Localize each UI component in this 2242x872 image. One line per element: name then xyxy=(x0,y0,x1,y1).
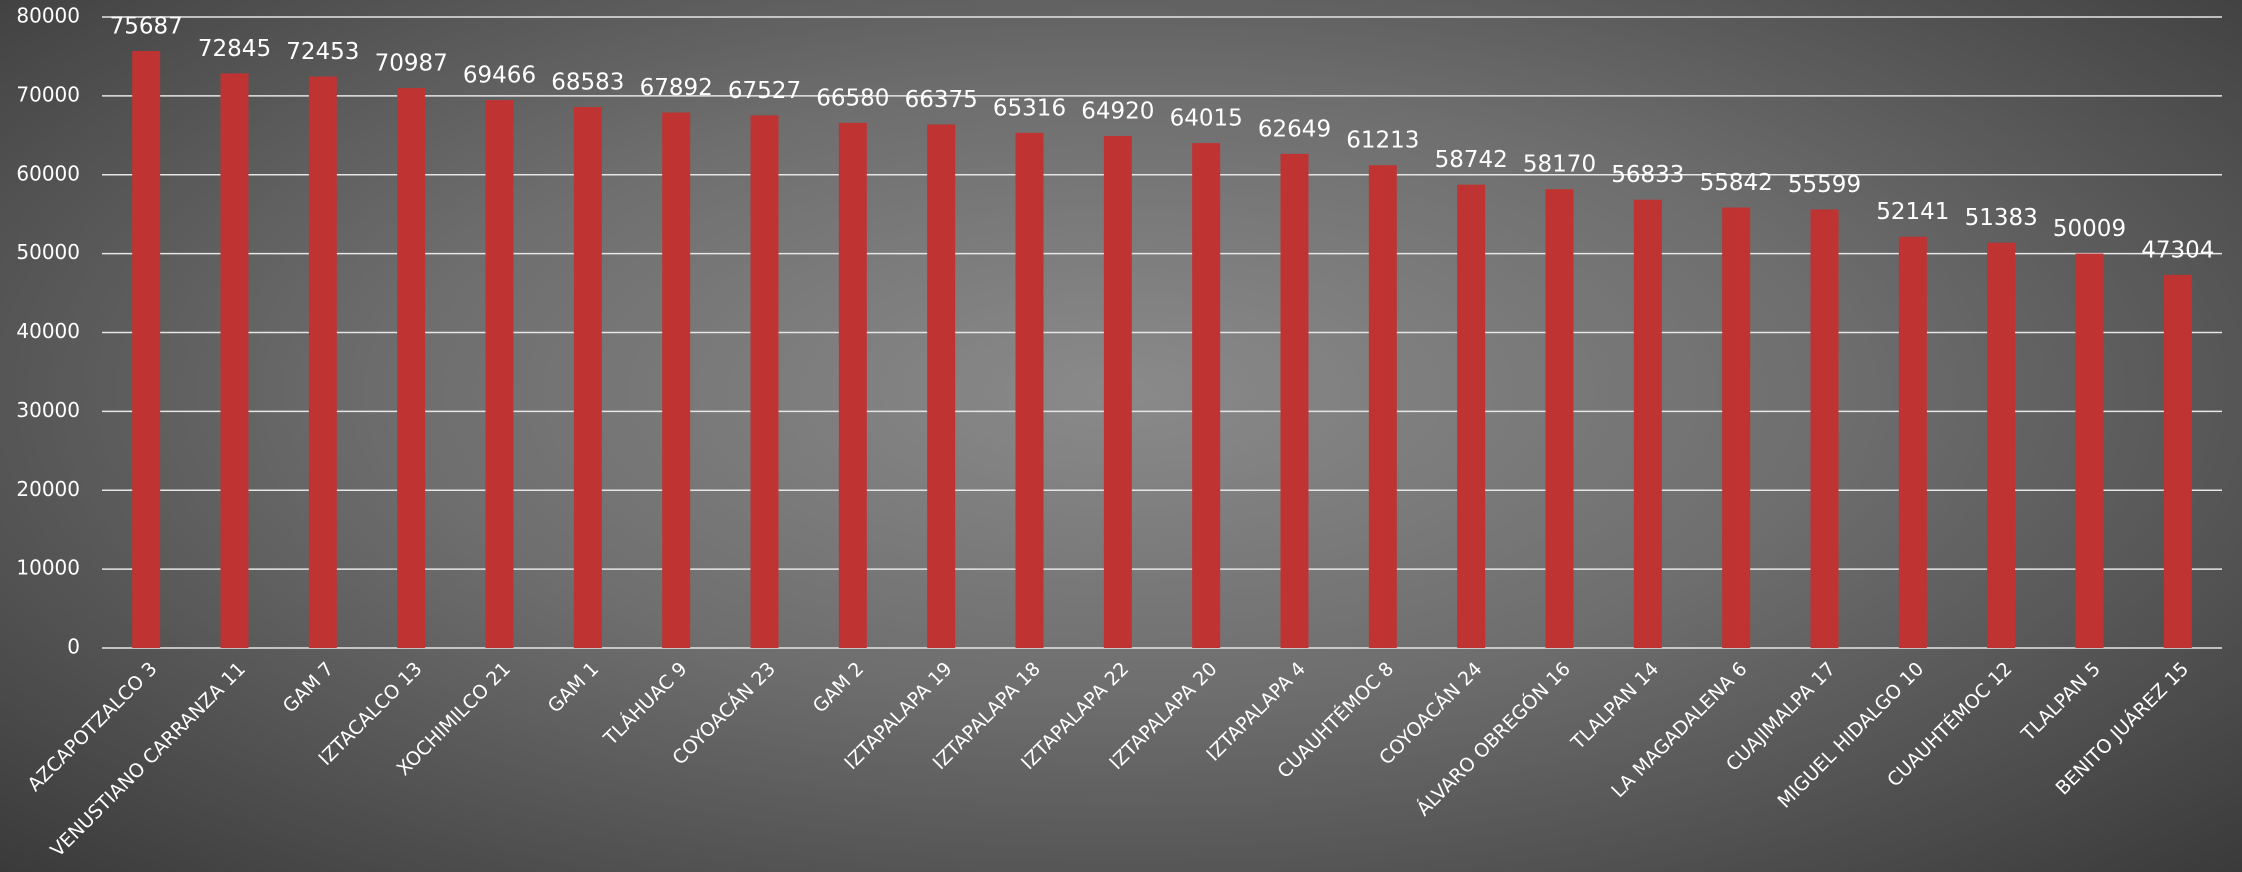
bar xyxy=(927,124,956,649)
data-label: 52141 xyxy=(1876,199,1949,225)
bar xyxy=(220,73,249,648)
data-label: 67527 xyxy=(728,78,801,104)
data-label: 47304 xyxy=(2141,237,2214,263)
data-label: 55599 xyxy=(1788,172,1861,198)
data-label: 66580 xyxy=(816,85,889,111)
x-tick-label: GAM 7 xyxy=(279,658,339,718)
x-tick-label: VENUSTIANO CARRANZA 11 xyxy=(46,658,250,862)
data-label: 66375 xyxy=(905,87,978,113)
data-label: 50009 xyxy=(2053,216,2126,242)
bar xyxy=(573,107,602,649)
y-tick-label: 0 xyxy=(67,635,80,659)
y-tick-label: 30000 xyxy=(16,398,80,422)
x-tick-label: MIGUEL HIDALGO 10 xyxy=(1773,658,1928,813)
data-label: 64920 xyxy=(1081,98,1154,124)
x-tick-label: TLÁHUAC 9 xyxy=(598,657,691,750)
bar xyxy=(1810,209,1839,648)
bar xyxy=(1015,132,1044,648)
bar xyxy=(1103,135,1132,649)
data-label: 51383 xyxy=(1965,205,2038,231)
bar xyxy=(1987,242,2016,648)
data-label: 62649 xyxy=(1258,116,1331,142)
data-label: 58170 xyxy=(1523,152,1596,178)
bar xyxy=(1368,165,1397,648)
bar xyxy=(1280,153,1309,648)
data-label: 69466 xyxy=(463,63,536,89)
y-tick-label: 80000 xyxy=(16,4,80,28)
y-tick-label: 70000 xyxy=(16,82,80,106)
x-tick-label: TLALPAN 5 xyxy=(2017,658,2105,746)
bar xyxy=(132,51,161,648)
x-tick-label: ÁLVARO OBREGÓN 16 xyxy=(1411,656,1575,820)
y-tick-label: 40000 xyxy=(16,319,80,343)
data-label: 61213 xyxy=(1346,128,1419,154)
data-label: 70987 xyxy=(375,51,448,77)
bar xyxy=(838,122,867,649)
data-label: 68583 xyxy=(551,70,624,96)
bar xyxy=(662,112,691,649)
data-label: 55842 xyxy=(1700,170,1773,196)
data-label: 75687 xyxy=(110,14,183,40)
bar xyxy=(1457,184,1486,648)
data-label: 58742 xyxy=(1435,147,1508,173)
y-tick-label: 20000 xyxy=(16,477,80,501)
data-label: 64015 xyxy=(1170,106,1243,132)
bar xyxy=(308,76,337,648)
x-tick-label: TLALPAN 14 xyxy=(1566,658,1663,755)
data-label: 72453 xyxy=(286,39,359,65)
bar xyxy=(1633,199,1662,648)
y-tick-label: 50000 xyxy=(16,240,80,264)
bar xyxy=(750,115,779,648)
bar xyxy=(1722,207,1751,649)
data-label: 56833 xyxy=(1611,162,1684,188)
bar xyxy=(1545,189,1574,648)
data-label: 72845 xyxy=(198,36,271,62)
data-label: 67892 xyxy=(640,75,713,101)
bar xyxy=(1898,236,1927,649)
x-tick-label: GAM 1 xyxy=(544,658,604,718)
bar xyxy=(397,88,426,649)
bar xyxy=(1192,143,1221,649)
x-tick-label: GAM 2 xyxy=(809,658,869,718)
data-label: 65316 xyxy=(993,95,1066,121)
bar xyxy=(2163,274,2192,648)
bar xyxy=(485,100,514,649)
y-tick-label: 60000 xyxy=(16,161,80,185)
bar xyxy=(2075,253,2104,648)
y-tick-label: 10000 xyxy=(16,556,80,580)
